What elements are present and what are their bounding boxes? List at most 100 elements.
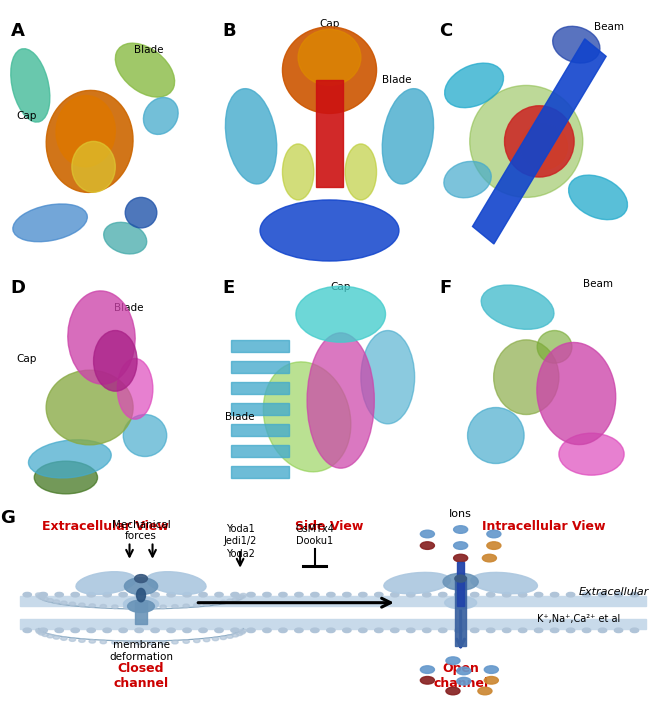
Ellipse shape xyxy=(23,628,32,633)
Ellipse shape xyxy=(445,63,503,107)
Ellipse shape xyxy=(455,592,463,597)
Ellipse shape xyxy=(72,141,115,192)
Text: E: E xyxy=(222,279,234,297)
Ellipse shape xyxy=(232,597,239,601)
Ellipse shape xyxy=(534,628,543,633)
Ellipse shape xyxy=(327,628,335,633)
Ellipse shape xyxy=(231,592,239,597)
Ellipse shape xyxy=(445,597,476,609)
Ellipse shape xyxy=(151,628,159,633)
Ellipse shape xyxy=(124,641,130,645)
Ellipse shape xyxy=(115,43,175,97)
Ellipse shape xyxy=(598,592,607,597)
Ellipse shape xyxy=(42,633,48,636)
Ellipse shape xyxy=(123,414,167,457)
Ellipse shape xyxy=(227,599,233,602)
Ellipse shape xyxy=(482,554,496,562)
Ellipse shape xyxy=(519,592,527,597)
Ellipse shape xyxy=(53,636,59,639)
Ellipse shape xyxy=(87,592,96,597)
Bar xyxy=(457,561,464,606)
Ellipse shape xyxy=(481,285,554,329)
Ellipse shape xyxy=(36,595,43,598)
Ellipse shape xyxy=(583,592,590,597)
Ellipse shape xyxy=(55,628,63,633)
Text: Intracellular View: Intracellular View xyxy=(482,520,606,532)
Ellipse shape xyxy=(567,592,575,597)
Ellipse shape xyxy=(537,330,572,363)
Ellipse shape xyxy=(486,592,495,597)
Ellipse shape xyxy=(76,572,136,595)
Ellipse shape xyxy=(148,641,154,645)
Bar xyxy=(231,340,289,351)
Ellipse shape xyxy=(298,30,361,86)
Ellipse shape xyxy=(78,638,85,643)
Ellipse shape xyxy=(39,592,47,597)
Ellipse shape xyxy=(87,628,96,633)
Ellipse shape xyxy=(103,222,147,254)
Bar xyxy=(231,382,289,394)
Ellipse shape xyxy=(534,592,543,597)
Ellipse shape xyxy=(69,602,76,606)
Ellipse shape xyxy=(446,687,460,695)
Ellipse shape xyxy=(23,592,32,597)
Ellipse shape xyxy=(34,461,98,494)
Ellipse shape xyxy=(420,530,434,538)
Ellipse shape xyxy=(160,641,167,644)
Ellipse shape xyxy=(487,530,501,538)
Ellipse shape xyxy=(455,628,463,633)
Ellipse shape xyxy=(420,677,434,684)
Polygon shape xyxy=(473,39,606,244)
Ellipse shape xyxy=(183,628,191,633)
Ellipse shape xyxy=(128,600,154,612)
Ellipse shape xyxy=(232,633,239,637)
Ellipse shape xyxy=(550,628,559,633)
Ellipse shape xyxy=(94,330,137,391)
Ellipse shape xyxy=(631,592,639,597)
Bar xyxy=(20,597,646,606)
Ellipse shape xyxy=(420,666,434,673)
Ellipse shape xyxy=(407,592,415,597)
Ellipse shape xyxy=(503,592,511,597)
Text: Blade: Blade xyxy=(225,412,254,422)
Ellipse shape xyxy=(327,592,335,597)
Ellipse shape xyxy=(38,596,45,600)
Ellipse shape xyxy=(614,628,623,633)
Ellipse shape xyxy=(125,197,157,228)
Ellipse shape xyxy=(358,592,367,597)
Ellipse shape xyxy=(124,605,130,609)
Ellipse shape xyxy=(119,592,127,597)
Ellipse shape xyxy=(614,592,623,597)
Ellipse shape xyxy=(36,630,43,633)
Ellipse shape xyxy=(53,600,59,604)
Ellipse shape xyxy=(375,628,383,633)
Ellipse shape xyxy=(28,440,111,478)
Ellipse shape xyxy=(194,639,200,643)
Ellipse shape xyxy=(111,605,118,609)
Text: Cap: Cap xyxy=(16,354,36,364)
Ellipse shape xyxy=(375,592,383,597)
Ellipse shape xyxy=(260,200,399,261)
Ellipse shape xyxy=(247,628,255,633)
Ellipse shape xyxy=(283,27,376,113)
Ellipse shape xyxy=(47,634,53,638)
Ellipse shape xyxy=(279,592,287,597)
Ellipse shape xyxy=(47,599,53,602)
Ellipse shape xyxy=(160,605,167,609)
Text: G: G xyxy=(1,509,15,527)
Ellipse shape xyxy=(553,26,600,63)
Ellipse shape xyxy=(263,628,271,633)
Ellipse shape xyxy=(484,677,498,684)
Text: B: B xyxy=(222,22,235,40)
Ellipse shape xyxy=(36,629,42,632)
Ellipse shape xyxy=(470,86,583,197)
Ellipse shape xyxy=(61,637,67,641)
Ellipse shape xyxy=(520,124,567,170)
Text: Blade: Blade xyxy=(382,75,411,86)
Ellipse shape xyxy=(453,542,468,549)
Ellipse shape xyxy=(134,575,148,583)
Text: GsMTx4
Dooku1: GsMTx4 Dooku1 xyxy=(295,524,334,546)
Ellipse shape xyxy=(13,204,88,242)
Ellipse shape xyxy=(144,98,178,134)
Ellipse shape xyxy=(295,628,303,633)
